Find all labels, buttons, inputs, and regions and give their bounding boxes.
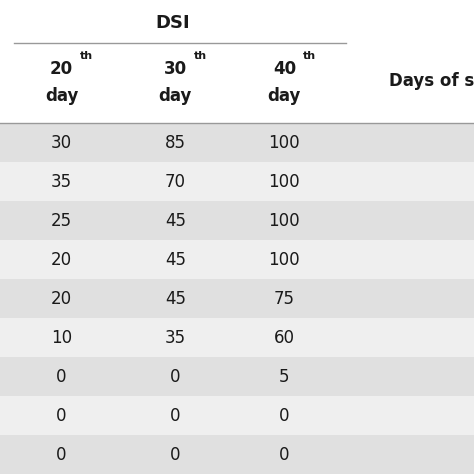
Text: 100: 100	[269, 173, 300, 191]
Text: 0: 0	[279, 407, 290, 425]
Text: 35: 35	[165, 328, 186, 346]
Text: 100: 100	[269, 212, 300, 230]
Text: 30: 30	[164, 61, 187, 79]
Text: Days of symp: Days of symp	[389, 73, 474, 91]
Text: 45: 45	[165, 251, 186, 269]
Text: 0: 0	[279, 446, 290, 464]
Bar	[0, 201, 474, 240]
Text: 0: 0	[56, 407, 67, 425]
Text: 25: 25	[51, 212, 72, 230]
Text: 100: 100	[269, 134, 300, 152]
Text: 100: 100	[269, 251, 300, 269]
Text: 40: 40	[273, 61, 296, 79]
Bar	[0, 435, 474, 474]
Text: 75: 75	[274, 290, 295, 308]
Text: 0: 0	[170, 407, 181, 425]
Text: 5: 5	[279, 367, 290, 385]
Bar	[0, 162, 474, 201]
Text: 70: 70	[165, 173, 186, 191]
Text: day: day	[45, 87, 78, 105]
Text: 20: 20	[51, 251, 72, 269]
Text: 85: 85	[165, 134, 186, 152]
Text: 10: 10	[51, 328, 72, 346]
Bar	[0, 357, 474, 396]
Text: DSI: DSI	[155, 15, 191, 32]
Text: 0: 0	[56, 446, 67, 464]
Bar	[0, 318, 474, 357]
Text: 45: 45	[165, 212, 186, 230]
Text: 0: 0	[170, 367, 181, 385]
Text: day: day	[268, 87, 301, 105]
Text: th: th	[193, 51, 207, 61]
Bar	[0, 240, 474, 279]
Text: 20: 20	[50, 61, 73, 79]
Text: 35: 35	[51, 173, 72, 191]
Text: day: day	[159, 87, 192, 105]
Text: 30: 30	[51, 134, 72, 152]
Text: th: th	[302, 51, 316, 61]
Bar	[0, 396, 474, 435]
Text: 60: 60	[274, 328, 295, 346]
Text: th: th	[80, 51, 93, 61]
Text: 0: 0	[56, 367, 67, 385]
Text: 20: 20	[51, 290, 72, 308]
Text: 0: 0	[170, 446, 181, 464]
Bar	[0, 123, 474, 162]
Bar	[0, 279, 474, 318]
Text: 45: 45	[165, 290, 186, 308]
